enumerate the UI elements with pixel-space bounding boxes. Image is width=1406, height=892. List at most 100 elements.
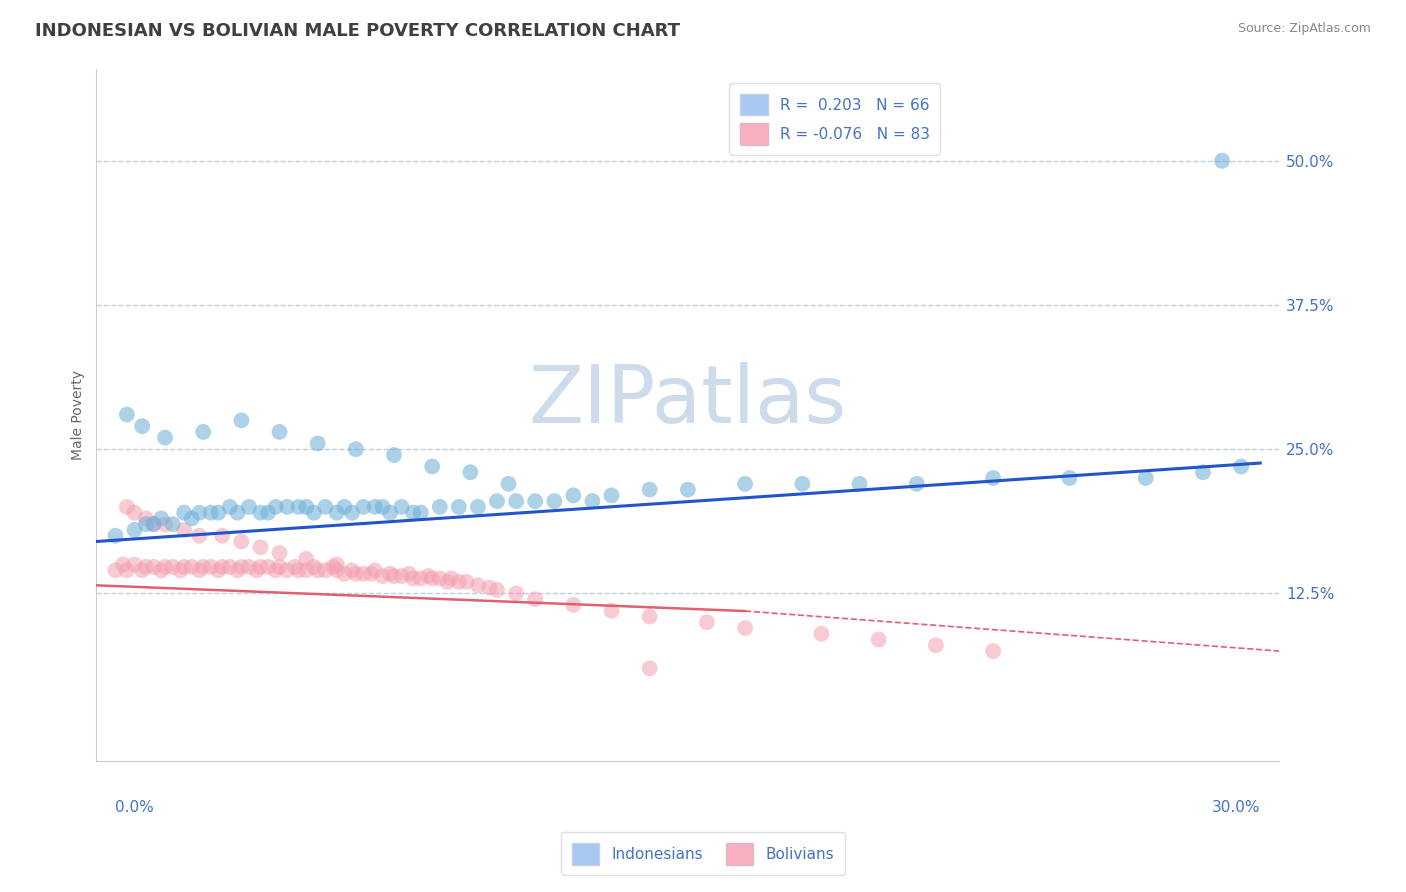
Point: [226, 506, 249, 520]
Point: [188, 563, 211, 577]
Point: [238, 560, 260, 574]
Point: [600, 604, 623, 618]
Point: [456, 574, 478, 589]
Y-axis label: Male Poverty: Male Poverty: [72, 369, 86, 459]
Point: [409, 571, 432, 585]
Point: [124, 558, 146, 572]
Point: [153, 517, 176, 532]
Point: [238, 500, 260, 514]
Point: [169, 563, 191, 577]
Point: [505, 494, 527, 508]
Point: [207, 506, 229, 520]
Point: [150, 563, 173, 577]
Point: [562, 488, 585, 502]
Point: [1230, 459, 1253, 474]
Point: [333, 566, 356, 581]
Point: [307, 436, 329, 450]
Point: [398, 566, 420, 581]
Point: [409, 506, 432, 520]
Point: [211, 529, 233, 543]
Point: [276, 563, 298, 577]
Point: [676, 483, 699, 497]
Point: [380, 506, 402, 520]
Point: [284, 560, 307, 574]
Point: [460, 465, 482, 479]
Point: [340, 563, 363, 577]
Point: [226, 563, 249, 577]
Point: [600, 488, 623, 502]
Point: [734, 476, 756, 491]
Point: [142, 560, 165, 574]
Point: [1135, 471, 1157, 485]
Point: [104, 529, 127, 543]
Point: [322, 560, 344, 574]
Point: [115, 500, 138, 514]
Point: [344, 442, 367, 457]
Point: [981, 471, 1004, 485]
Point: [249, 506, 271, 520]
Point: [326, 558, 349, 572]
Point: [360, 566, 382, 581]
Point: [193, 560, 215, 574]
Point: [302, 506, 325, 520]
Point: [344, 566, 367, 581]
Point: [447, 500, 470, 514]
Point: [200, 506, 222, 520]
Point: [371, 500, 394, 514]
Point: [269, 546, 291, 560]
Point: [295, 563, 318, 577]
Point: [200, 560, 222, 574]
Point: [231, 413, 253, 427]
Point: [420, 459, 443, 474]
Point: [295, 500, 318, 514]
Point: [287, 563, 309, 577]
Legend: R =  0.203   N = 66, R = -0.076   N = 83: R = 0.203 N = 66, R = -0.076 N = 83: [730, 83, 941, 155]
Point: [314, 500, 336, 514]
Point: [486, 582, 509, 597]
Point: [246, 563, 269, 577]
Point: [264, 500, 287, 514]
Point: [257, 506, 280, 520]
Point: [810, 627, 832, 641]
Point: [188, 529, 211, 543]
Point: [380, 566, 402, 581]
Point: [524, 592, 547, 607]
Text: INDONESIAN VS BOLIVIAN MALE POVERTY CORRELATION CHART: INDONESIAN VS BOLIVIAN MALE POVERTY CORR…: [35, 22, 681, 40]
Point: [505, 586, 527, 600]
Point: [180, 560, 202, 574]
Point: [925, 638, 948, 652]
Point: [162, 517, 184, 532]
Point: [142, 517, 165, 532]
Point: [543, 494, 565, 508]
Point: [142, 517, 165, 532]
Point: [429, 500, 451, 514]
Point: [180, 511, 202, 525]
Point: [249, 541, 271, 555]
Point: [153, 560, 176, 574]
Point: [436, 574, 458, 589]
Point: [364, 563, 387, 577]
Point: [418, 569, 440, 583]
Point: [264, 563, 287, 577]
Point: [193, 425, 215, 439]
Point: [326, 563, 349, 577]
Point: [302, 560, 325, 574]
Point: [364, 500, 387, 514]
Point: [231, 560, 253, 574]
Point: [269, 560, 291, 574]
Point: [314, 563, 336, 577]
Point: [391, 569, 413, 583]
Point: [326, 506, 349, 520]
Point: [135, 560, 157, 574]
Point: [402, 571, 425, 585]
Point: [307, 563, 329, 577]
Point: [173, 506, 195, 520]
Point: [1192, 465, 1215, 479]
Point: [249, 560, 271, 574]
Point: [257, 560, 280, 574]
Point: [115, 563, 138, 577]
Text: Source: ZipAtlas.com: Source: ZipAtlas.com: [1237, 22, 1371, 36]
Point: [131, 419, 153, 434]
Point: [295, 551, 318, 566]
Point: [153, 431, 176, 445]
